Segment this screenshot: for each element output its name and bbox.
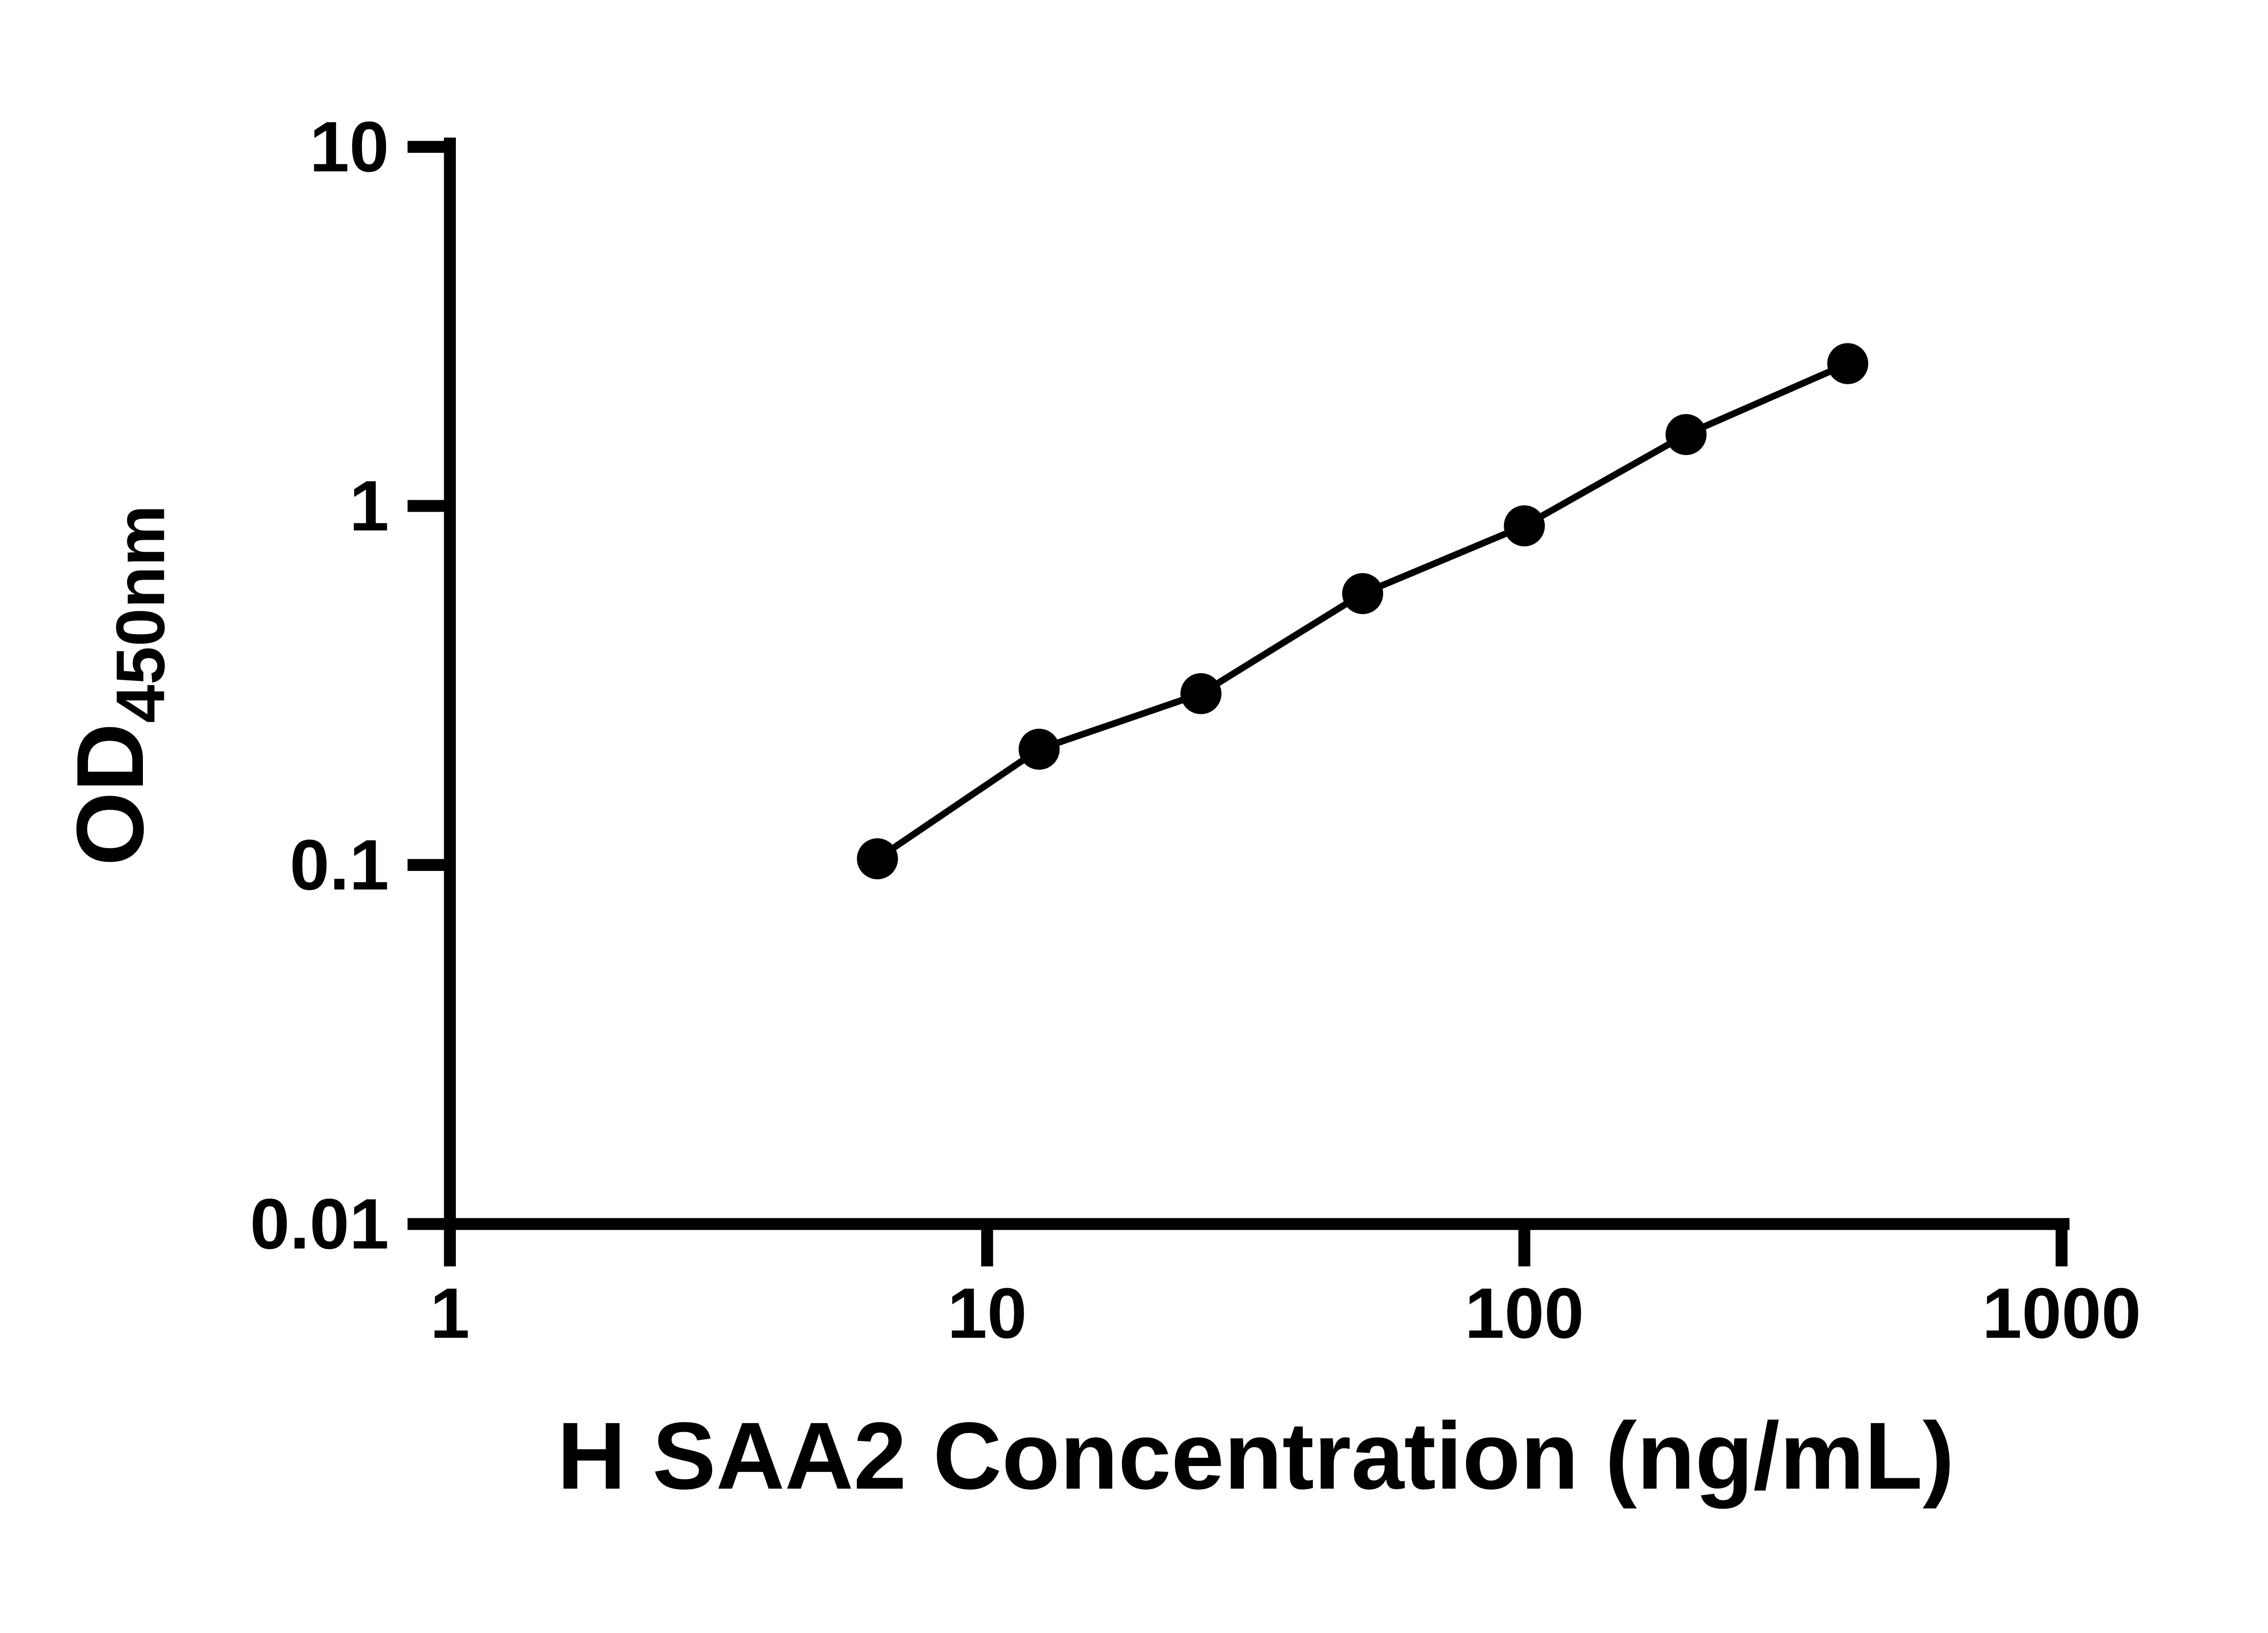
data-point-marker: [1827, 343, 1868, 384]
y-tick-label: 0.01: [250, 1184, 389, 1264]
data-point-marker: [1180, 673, 1222, 714]
x-tick-label: 1000: [1982, 1273, 2141, 1353]
axes-layer: [444, 137, 2070, 1230]
series-layer: [857, 343, 1868, 880]
x-tick-label: 1: [430, 1273, 470, 1353]
y-tick-label: 10: [309, 107, 389, 187]
x-axis-title: H SAA2 Concentration (ng/mL): [557, 1403, 1954, 1509]
x-tick-label: 10: [948, 1273, 1027, 1353]
y-axis-title: OD450nm: [57, 505, 179, 866]
x-tick-label: 100: [1465, 1273, 1584, 1353]
data-point-marker: [1018, 728, 1060, 770]
chart-page: 0.01 0.1 1 10 1 10 100 1000 H SAA2 Concentratio…: [57, 107, 2141, 1509]
elisa-standard-curve-chart: 0.01 0.1 1 10 1 10 100 1000 H SAA2 Concentratio…: [57, 107, 2141, 1509]
y-tick-label: 0.1: [290, 825, 389, 905]
data-point-marker: [1504, 505, 1545, 547]
data-point-marker: [1342, 573, 1383, 614]
y-axis-title-sub: 450nm: [103, 505, 179, 723]
data-point-marker: [1665, 414, 1707, 455]
tick-layer: 0.01 0.1 1 10 1 10 100 1000: [250, 107, 2141, 1353]
data-point-marker: [857, 838, 898, 880]
y-axis-title-main: OD: [57, 723, 163, 866]
y-tick-label: 1: [349, 466, 389, 546]
